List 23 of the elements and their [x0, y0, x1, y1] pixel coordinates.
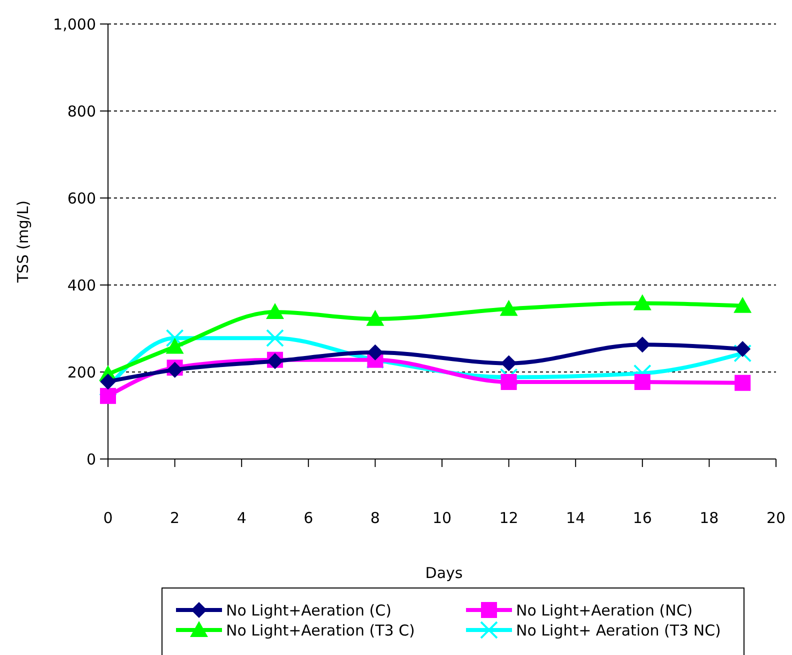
x-tick-label: 18	[700, 509, 719, 527]
x-axis-title: Days	[425, 564, 463, 582]
x-tick-label: 8	[370, 509, 380, 527]
legend-label: No Light+Aeration (C)	[226, 601, 392, 620]
x-tick-label: 10	[432, 509, 452, 527]
y-tick-label: 600	[67, 189, 96, 208]
y-tick-label: 800	[67, 102, 96, 120]
legend-label: No Light+ Aeration (T3 NC)	[516, 621, 721, 640]
y-tick-label: 400	[67, 276, 96, 294]
x-tick-label: 6	[304, 509, 314, 527]
x-tick-label: 12	[499, 509, 518, 527]
x-tick-label: 4	[236, 509, 246, 527]
legend-label: No Light+Aeration (T3 C)	[226, 621, 415, 640]
x-tick-label: 2	[170, 509, 180, 527]
x-tick-label: 20	[766, 509, 786, 527]
legend-label: No Light+Aeration (NC)	[516, 601, 693, 620]
x-tick-label: 16	[632, 509, 652, 527]
y-tick-label: 200	[67, 363, 96, 382]
y-tick-label: 1,000	[53, 15, 96, 34]
x-tick-label: 0	[103, 509, 113, 527]
y-tick-label: 0	[86, 450, 96, 468]
y-axis-title: TSS (mg/L)	[14, 200, 32, 284]
x-tick-label: 14	[566, 509, 586, 527]
